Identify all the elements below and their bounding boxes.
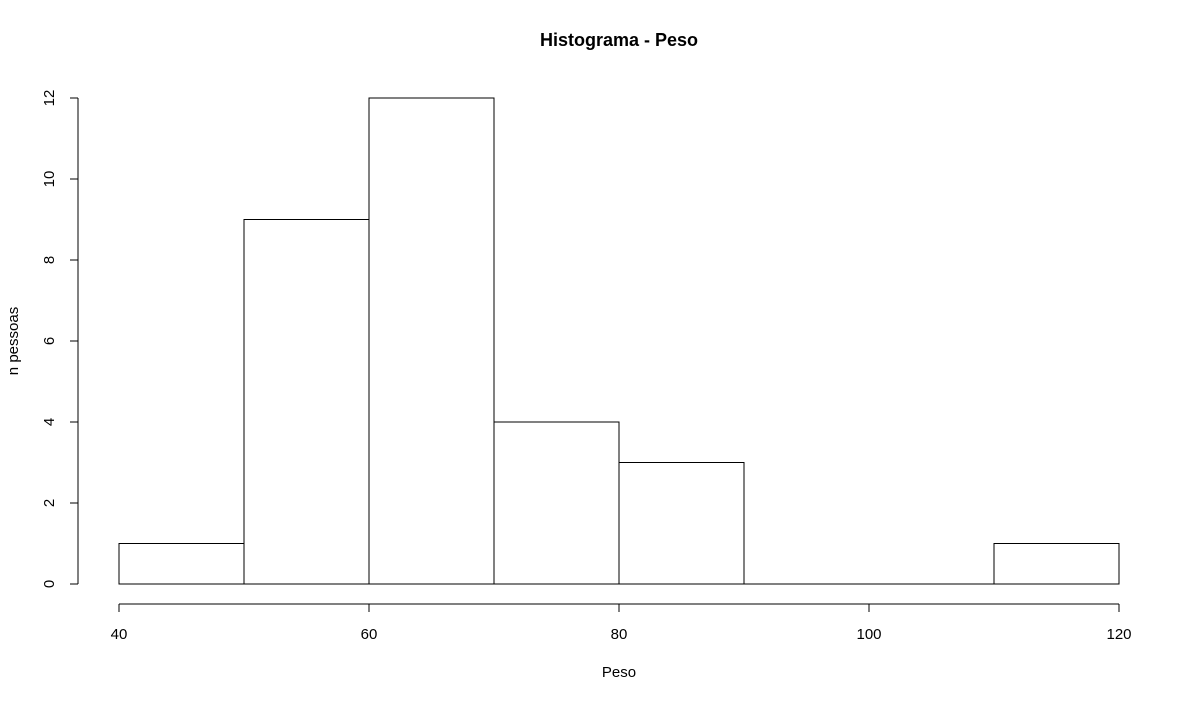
y-tick-label: 6: [41, 337, 58, 345]
y-tick-label: 10: [41, 171, 58, 188]
histogram-bar: [243, 219, 370, 585]
bars-group: [118, 97, 1120, 585]
x-axis-label: Peso: [602, 664, 636, 681]
histogram-bar: [493, 421, 620, 585]
y-axis: 0 2 4 6 8 10 12: [41, 90, 79, 588]
y-tick-label: 2: [41, 499, 58, 507]
y-tick-label: 8: [41, 256, 58, 264]
x-axis: 40 60 80 100 120: [111, 603, 1132, 643]
y-tick-label: 12: [41, 90, 58, 107]
histogram-bar: [618, 462, 745, 585]
x-tick-label: 120: [1106, 626, 1131, 643]
histogram-bar: [993, 543, 1120, 585]
x-tick-label: 100: [856, 626, 881, 643]
y-tick-label: 0: [41, 580, 58, 588]
x-tick-label: 40: [111, 626, 128, 643]
chart-title: Histograma - Peso: [540, 30, 698, 50]
x-tick-label: 60: [361, 626, 378, 643]
y-axis-label: n pessoas: [5, 307, 22, 375]
histogram-bar: [368, 97, 495, 585]
x-tick-label: 80: [611, 626, 628, 643]
y-tick-label: 4: [41, 418, 58, 426]
histogram-bar: [118, 543, 245, 585]
